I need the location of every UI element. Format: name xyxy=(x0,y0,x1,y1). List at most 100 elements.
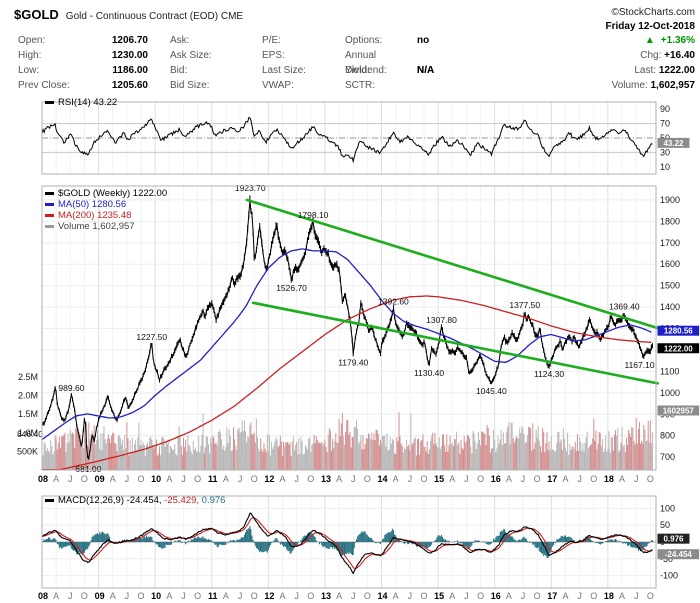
quote-chg-value: +16.40 xyxy=(664,50,695,61)
svg-text:1400: 1400 xyxy=(660,302,680,312)
svg-text:O: O xyxy=(364,474,371,484)
svg-text:J: J xyxy=(68,591,73,601)
quote-options-value: no xyxy=(417,35,430,46)
svg-text:J: J xyxy=(464,474,469,484)
quote-high: High: 1230.00 xyxy=(18,48,148,63)
svg-text:1280.56: 1280.56 xyxy=(664,327,693,336)
svg-text:12: 12 xyxy=(264,474,274,484)
svg-text:A: A xyxy=(562,474,568,484)
svg-text:09: 09 xyxy=(95,591,105,601)
svg-text:A: A xyxy=(393,591,399,601)
quote-bid-size: Bid Size: xyxy=(170,78,260,93)
svg-text:A: A xyxy=(53,591,59,601)
svg-text:O: O xyxy=(307,591,314,601)
svg-text:O: O xyxy=(420,474,427,484)
quote-prev-close-label: Prev Close: xyxy=(18,80,70,91)
svg-text:17: 17 xyxy=(547,474,557,484)
price-panel: 846.40 989.60 681.00 1227.50 1923.70 1526.70 1… xyxy=(17,183,700,484)
quote-high-value: 1230.00 xyxy=(111,50,148,61)
svg-text:08: 08 xyxy=(38,591,48,601)
svg-text:O: O xyxy=(364,591,371,601)
svg-text:1100: 1100 xyxy=(660,366,679,376)
svg-text:1923.70: 1923.70 xyxy=(235,183,266,193)
svg-text:1369.40: 1369.40 xyxy=(609,302,640,312)
quote-annual-dividend: Annual Dividend: N/A xyxy=(345,48,505,76)
svg-text:1526.70: 1526.70 xyxy=(276,283,307,293)
volume-legend-label: Volume 1,602,957 xyxy=(58,221,135,232)
macd-line xyxy=(41,512,653,575)
svg-text:-100: -100 xyxy=(660,571,678,581)
svg-text:A: A xyxy=(110,474,116,484)
axis-value-box: 1602957 xyxy=(657,405,700,416)
volume-bars-down xyxy=(55,412,651,470)
svg-text:1045.40: 1045.40 xyxy=(476,386,507,396)
quote-column: Open: 1206.70 High: 1230.00 Low: 1186.00 Prev … xyxy=(18,33,148,93)
svg-text:1227.50: 1227.50 xyxy=(136,332,167,342)
macd-panel: 100500-50-1000.976-24.45408AJO09AJO10AJO… xyxy=(38,495,700,601)
x-axis-labels: 08 A J O 09 A J O 10 A J O 11 A J O 12 A J O 13 A J O 14 A J O 15 A J O… xyxy=(38,591,654,601)
svg-text:O: O xyxy=(81,474,88,484)
svg-text:1167.10: 1167.10 xyxy=(624,360,654,370)
rsi-legend: RSI(14) 43.22 xyxy=(45,97,117,108)
svg-text:A: A xyxy=(279,474,285,484)
quote-ask-label: Ask: xyxy=(170,35,190,46)
price-plot-border xyxy=(41,185,657,471)
svg-text:30: 30 xyxy=(660,147,670,157)
copyright: ©StockCharts.com xyxy=(611,7,695,18)
quote-annual-dividend-value: N/A xyxy=(417,65,435,76)
svg-text:A: A xyxy=(223,474,229,484)
svg-text:O: O xyxy=(647,591,654,601)
ma200-line xyxy=(42,295,652,471)
quote-last-label: Last: xyxy=(634,65,659,76)
svg-text:15: 15 xyxy=(434,474,444,484)
rsi-line xyxy=(41,117,653,164)
quote-low: Low: 1186.00 xyxy=(18,63,148,78)
svg-text:O: O xyxy=(590,474,597,484)
symbol: $GOLD xyxy=(14,7,59,22)
volume-legend-item: Volume 1,602,957 xyxy=(45,221,167,232)
quote-chg-label: Chg: xyxy=(640,50,665,61)
svg-text:1602957: 1602957 xyxy=(663,406,695,415)
svg-text:J: J xyxy=(68,474,73,484)
svg-text:J: J xyxy=(181,591,186,601)
svg-text:700: 700 xyxy=(660,452,675,462)
price-annotations: 846.40 989.60 681.00 1227.50 1923.70 1526.70 1… xyxy=(17,183,655,474)
quote-eps: EPS: xyxy=(262,48,344,63)
quote-bid-label: Bid: xyxy=(170,65,188,76)
svg-text:O: O xyxy=(420,591,427,601)
quote-last-size-label: Last Size: xyxy=(262,65,306,76)
svg-text:90: 90 xyxy=(660,104,670,114)
quote-last-size: Last Size: xyxy=(262,63,344,78)
quote-prev-close: Prev Close: 1205.60 xyxy=(18,78,148,93)
svg-text:A: A xyxy=(336,591,342,601)
quote-pe-label: P/E: xyxy=(262,35,281,46)
rsi-legend-icon xyxy=(45,101,54,104)
quote-vwap-label: VWAP: xyxy=(262,80,294,91)
svg-text:16: 16 xyxy=(491,591,501,601)
svg-text:A: A xyxy=(336,474,342,484)
rsi-plot-border xyxy=(41,101,657,175)
price-legend: $GOLD (Weekly) 1222.00 MA(50) 1280.56 MA(2… xyxy=(45,188,167,232)
svg-text:A: A xyxy=(449,591,455,601)
svg-text:100: 100 xyxy=(660,503,675,513)
quote-column: Options: no Annual Dividend: N/A Yield: N/A SC… xyxy=(345,33,505,93)
svg-text:1900: 1900 xyxy=(660,195,680,205)
svg-text:11: 11 xyxy=(208,591,218,601)
quote-bid: Bid: xyxy=(170,63,260,78)
svg-text:1377.50: 1377.50 xyxy=(509,300,540,310)
svg-text:11: 11 xyxy=(208,474,218,484)
svg-text:J: J xyxy=(408,591,413,601)
quote-ask-size-label: Ask Size: xyxy=(170,50,212,61)
svg-text:J: J xyxy=(634,474,639,484)
x-axis-labels: 08 A J O 09 A J O 10 A J O 11 A J O 12 A J O 13 A J O 14 A J O 15 A J O… xyxy=(38,474,654,484)
svg-text:10: 10 xyxy=(151,474,161,484)
svg-text:14: 14 xyxy=(378,591,388,601)
svg-text:0.976: 0.976 xyxy=(663,535,684,544)
ma200-legend-label: MA(200) 1235.48 xyxy=(58,210,132,221)
svg-text:09: 09 xyxy=(95,474,105,484)
rsi-reference-lines xyxy=(42,123,656,153)
svg-text:O: O xyxy=(194,474,201,484)
quote-last-value: 1222.00 xyxy=(658,65,695,76)
svg-text:J: J xyxy=(577,474,582,484)
quote-low-value: 1186.00 xyxy=(112,65,148,76)
